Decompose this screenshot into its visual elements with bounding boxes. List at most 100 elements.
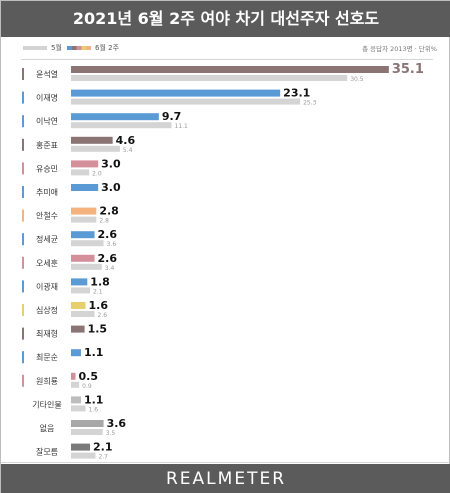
bar-current <box>71 66 389 73</box>
legend-swatch-previous <box>23 46 47 50</box>
value-label-current: 35.1 <box>392 62 424 77</box>
value-label-previous: 2.8 <box>99 218 109 225</box>
bar-previous <box>71 145 120 152</box>
bar-current <box>71 302 86 309</box>
category-marker <box>22 186 24 198</box>
bar-current <box>71 420 104 427</box>
header-divider <box>21 59 433 60</box>
category-label: 유승민 <box>36 163 58 173</box>
category-label: 심상정 <box>36 305 58 315</box>
bar-current <box>71 325 85 333</box>
category-label: 홍준표 <box>36 140 58 150</box>
legend: 5월 6월 2주 총 응답자 2013명 · 단위% <box>1 37 450 57</box>
value-label-current: 9.7 <box>162 110 182 123</box>
category-label: 추미애 <box>36 188 58 197</box>
bar-previous <box>71 287 91 294</box>
category-marker <box>22 209 24 222</box>
bar-previous <box>71 216 97 223</box>
category-marker <box>22 68 24 80</box>
category-marker <box>22 304 24 316</box>
category-marker <box>22 115 24 128</box>
category-marker <box>22 162 24 175</box>
value-label-previous: 2.6 <box>98 312 108 319</box>
value-label-current: 4.6 <box>116 134 136 147</box>
value-label-previous: 5.4 <box>123 147 133 154</box>
value-label-current: 3.6 <box>107 417 127 430</box>
legend-item-current: 6월 2주 <box>67 43 119 53</box>
value-label-current: 2.8 <box>99 205 119 218</box>
category-marker <box>22 374 24 387</box>
bar-current <box>71 89 281 97</box>
bar-previous <box>71 75 348 81</box>
category-marker <box>22 327 24 340</box>
bar-current <box>71 349 81 357</box>
category-label: 오세훈 <box>36 258 58 268</box>
value-label-current: 2.1 <box>93 441 113 454</box>
category-marker <box>22 233 24 246</box>
bar-previous <box>71 381 80 388</box>
value-label-current: 3.0 <box>101 181 121 194</box>
value-label-current: 2.6 <box>98 252 118 265</box>
bar-previous <box>71 405 86 412</box>
bar-previous <box>71 122 172 129</box>
value-label-previous: 1.6 <box>88 406 98 413</box>
category-label: 잘모름 <box>36 448 58 457</box>
bar-current <box>71 160 99 168</box>
value-label-previous: 30.5 <box>350 76 364 83</box>
bar-previous <box>71 240 104 247</box>
category-label: 윤석열 <box>36 69 58 79</box>
category-marker <box>22 256 24 269</box>
bar-current <box>71 278 88 286</box>
bar-previous <box>71 429 103 435</box>
bar-current <box>71 254 95 262</box>
value-label-previous: 2.7 <box>98 454 108 461</box>
legend-label-previous: 5월 <box>51 44 62 52</box>
value-label-current: 23.1 <box>283 87 310 100</box>
category-marker <box>22 351 24 364</box>
bar-previous <box>71 98 301 105</box>
value-label-current: 0.5 <box>79 370 99 383</box>
category-marker <box>22 91 24 104</box>
value-label-previous: 2.0 <box>92 170 102 177</box>
category-marker <box>22 138 24 151</box>
bar-current <box>71 184 99 191</box>
value-label-previous: 25.3 <box>303 100 317 107</box>
value-label-previous: 11.1 <box>175 123 189 130</box>
bar-previous <box>71 452 96 459</box>
bar-previous <box>71 169 90 176</box>
value-label-current: 1.8 <box>90 275 110 288</box>
bar-previous <box>71 263 102 270</box>
value-label-previous: 2.1 <box>93 288 103 295</box>
footer-divider <box>1 462 450 463</box>
category-label: 이낙연 <box>36 116 58 126</box>
category-label: 원희룡 <box>36 376 58 386</box>
value-label-current: 1.6 <box>88 299 108 312</box>
bar-current <box>71 136 113 144</box>
legend-label-current: 6월 2주 <box>95 44 120 52</box>
category-label: 정세균 <box>36 234 58 244</box>
page-title: 2021년 6월 2주 여야 차기 대선주자 선호도 <box>1 1 450 37</box>
value-label-previous: 3.6 <box>107 241 117 248</box>
bar-current <box>71 443 91 451</box>
value-label-current: 2.6 <box>98 228 118 241</box>
legend-note: 총 응답자 2013명 · 단위% <box>362 45 437 53</box>
legend-item-previous: 5월 <box>23 43 62 53</box>
value-label-current: 1.1 <box>84 346 104 359</box>
value-label-previous: 0.9 <box>82 383 92 390</box>
value-label-previous: 3.4 <box>105 265 115 272</box>
value-label-current: 1.1 <box>84 393 104 406</box>
footer-brand: REALMETER <box>1 464 450 493</box>
value-label-previous: 3.5 <box>106 430 116 437</box>
category-label: 최재형 <box>36 329 58 339</box>
bar-previous <box>71 311 95 317</box>
category-label: 안철수 <box>36 211 58 221</box>
value-label-current: 1.5 <box>88 323 108 336</box>
category-label: 이재명 <box>36 93 58 103</box>
category-label: 기타인물 <box>32 399 61 409</box>
bar-current <box>71 372 76 380</box>
value-label-current: 3.0 <box>101 157 121 170</box>
category-label: 최문순 <box>36 352 58 362</box>
category-label: 없음 <box>40 424 55 433</box>
bar-chart: 윤석열 35.1 30.5 이재명 23.125.3 이낙연 9.711.1 홍준표 4.65.… <box>22 62 424 461</box>
